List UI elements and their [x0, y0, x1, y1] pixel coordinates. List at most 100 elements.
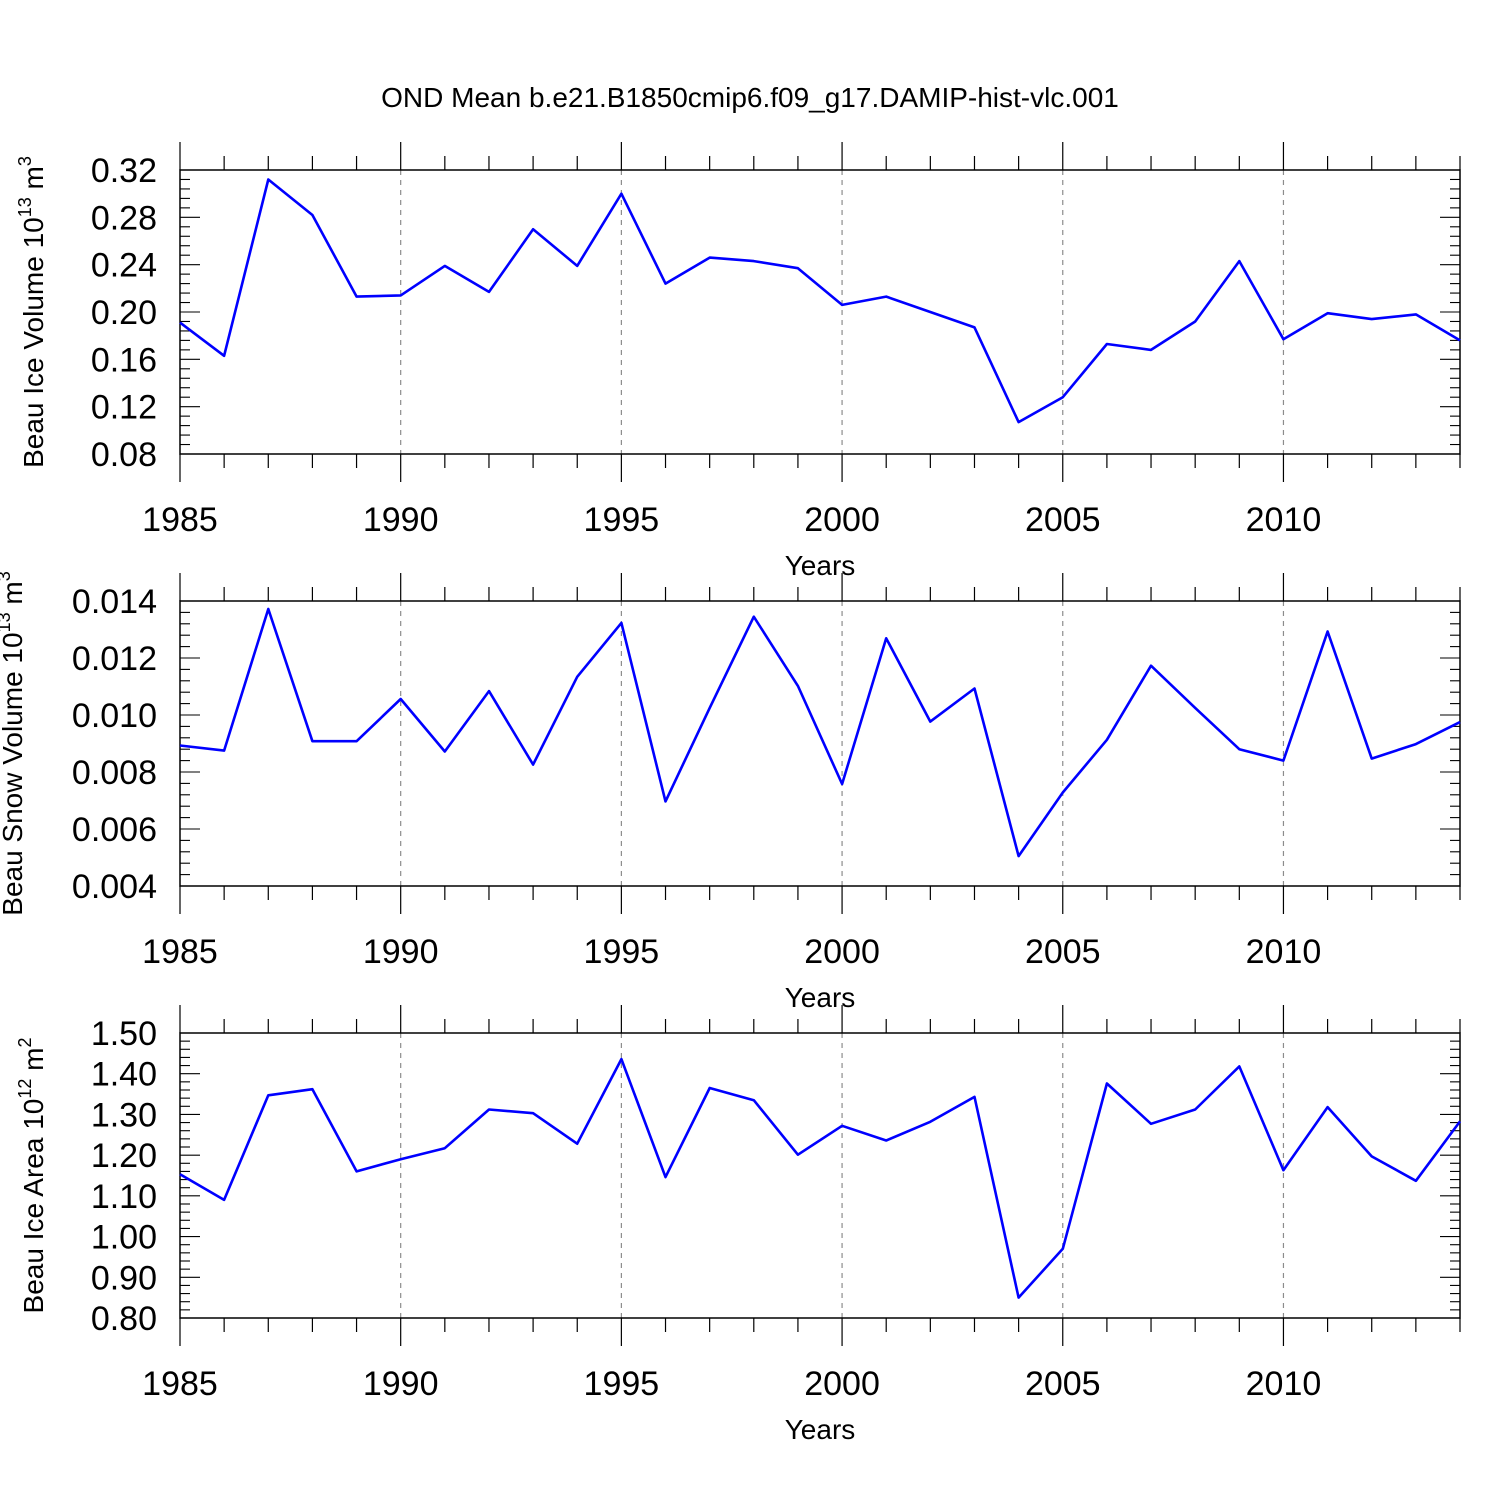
data-point	[1370, 317, 1374, 321]
x-tick-label: 1990	[363, 501, 439, 539]
data-point	[884, 1138, 888, 1142]
y-tick-label: 0.32	[91, 152, 157, 190]
data-point	[708, 256, 712, 260]
y-tick-label: 0.16	[91, 341, 157, 379]
y-tick-label: 1.30	[91, 1096, 157, 1134]
data-point	[487, 689, 491, 693]
y-tick-label: 0.012	[72, 640, 157, 678]
x-axis-title: Years	[785, 550, 856, 581]
data-point	[575, 1142, 579, 1146]
x-tick-label: 2010	[1246, 1365, 1322, 1403]
x-tick-label: 2010	[1246, 501, 1322, 539]
data-point	[1149, 348, 1153, 352]
data-point	[1149, 664, 1153, 668]
data-point	[664, 799, 668, 803]
x-tick-label: 1995	[584, 933, 660, 971]
y-tick-label: 1.50	[91, 1015, 157, 1053]
x-axis-title: Years	[785, 982, 856, 1013]
data-point	[796, 684, 800, 688]
y-tick-label: 0.20	[91, 294, 157, 332]
x-tick-label: 2000	[804, 501, 880, 539]
data-point	[266, 607, 270, 611]
data-point	[752, 259, 756, 263]
data-point	[310, 1087, 314, 1091]
data-point	[1017, 420, 1021, 424]
panel-snow-volume: 0.004 0.006 0.008 0.010 0.012 0.014 1985 1990 19…	[0, 571, 1462, 1013]
data-point	[664, 1175, 668, 1179]
y-tick-label: 0.004	[72, 868, 157, 906]
y-tick-label: 0.28	[91, 199, 157, 237]
data-point	[1326, 1105, 1330, 1109]
data-point	[1281, 759, 1285, 763]
y-axis-title: Beau Ice Area 1012 m2	[15, 1038, 49, 1314]
data-point	[840, 1124, 844, 1128]
data-point	[1458, 720, 1462, 724]
data-point	[1326, 629, 1330, 633]
data-point	[355, 295, 359, 299]
data-point	[1414, 1179, 1418, 1183]
data-point	[310, 739, 314, 743]
data-point	[443, 749, 447, 753]
data-point	[1370, 1154, 1374, 1158]
data-point	[531, 227, 535, 231]
y-tick-label: 0.08	[91, 436, 157, 474]
data-point	[884, 295, 888, 299]
data-point	[399, 293, 403, 297]
data-point	[840, 303, 844, 307]
data-point	[1017, 854, 1021, 858]
data-point	[399, 697, 403, 701]
data-point	[222, 354, 226, 358]
panel-ice-volume: 0.08 0.12 0.16 0.20 0.24 0.28 0.32 1985 1990 1995…	[15, 142, 1461, 581]
y-tick-label: 0.008	[72, 754, 157, 792]
data-point	[884, 636, 888, 640]
data-point	[619, 621, 623, 625]
data-point	[708, 706, 712, 710]
data-point	[222, 1198, 226, 1202]
data-point	[1193, 319, 1197, 323]
data-point	[531, 763, 535, 767]
data-point	[531, 1111, 535, 1115]
data-point	[664, 282, 668, 286]
data-point	[1414, 312, 1418, 316]
data-point	[1458, 1119, 1462, 1123]
data-point	[178, 743, 182, 747]
data-point	[928, 720, 932, 724]
x-axis-title: Years	[785, 1414, 856, 1445]
data-point	[752, 1098, 756, 1102]
y-tick-label: 1.40	[91, 1056, 157, 1094]
data-point	[1105, 342, 1109, 346]
data-point	[1237, 259, 1241, 263]
data-point	[1370, 757, 1374, 761]
data-point	[840, 782, 844, 786]
chart-title: OND Mean b.e21.B1850cmip6.f09_g17.DAMIP-…	[381, 82, 1119, 113]
data-point	[928, 1120, 932, 1124]
x-tick-label: 1985	[142, 933, 218, 971]
data-point	[266, 1093, 270, 1097]
y-tick-label: 0.014	[72, 583, 157, 621]
series-line-snow-volume	[179, 607, 1461, 858]
x-tick-label: 2000	[804, 1365, 880, 1403]
x-tick-label: 1985	[142, 1365, 218, 1403]
data-point	[1105, 738, 1109, 742]
data-point	[1193, 1108, 1197, 1112]
y-tick-label: 0.12	[91, 389, 157, 427]
data-point	[1061, 1247, 1065, 1251]
data-point	[972, 686, 976, 690]
y-tick-label: 0.80	[91, 1300, 157, 1338]
data-point	[266, 177, 270, 181]
x-tick-label: 2010	[1246, 933, 1322, 971]
data-point	[619, 192, 623, 196]
data-point	[443, 1146, 447, 1150]
data-point	[928, 310, 932, 314]
y-tick-label: 0.006	[72, 811, 157, 849]
data-point	[1414, 742, 1418, 746]
data-point	[972, 1095, 976, 1099]
data-point	[487, 290, 491, 294]
plot-frame	[179, 600, 1461, 887]
panel-ice-area: 0.800.901.001.101.201.301.401.50 1985 1990…	[15, 1005, 1462, 1445]
data-point	[178, 321, 182, 325]
data-point	[1281, 1168, 1285, 1172]
y-tick-label: 0.90	[91, 1259, 157, 1297]
data-point	[1326, 311, 1330, 315]
data-point	[310, 213, 314, 217]
